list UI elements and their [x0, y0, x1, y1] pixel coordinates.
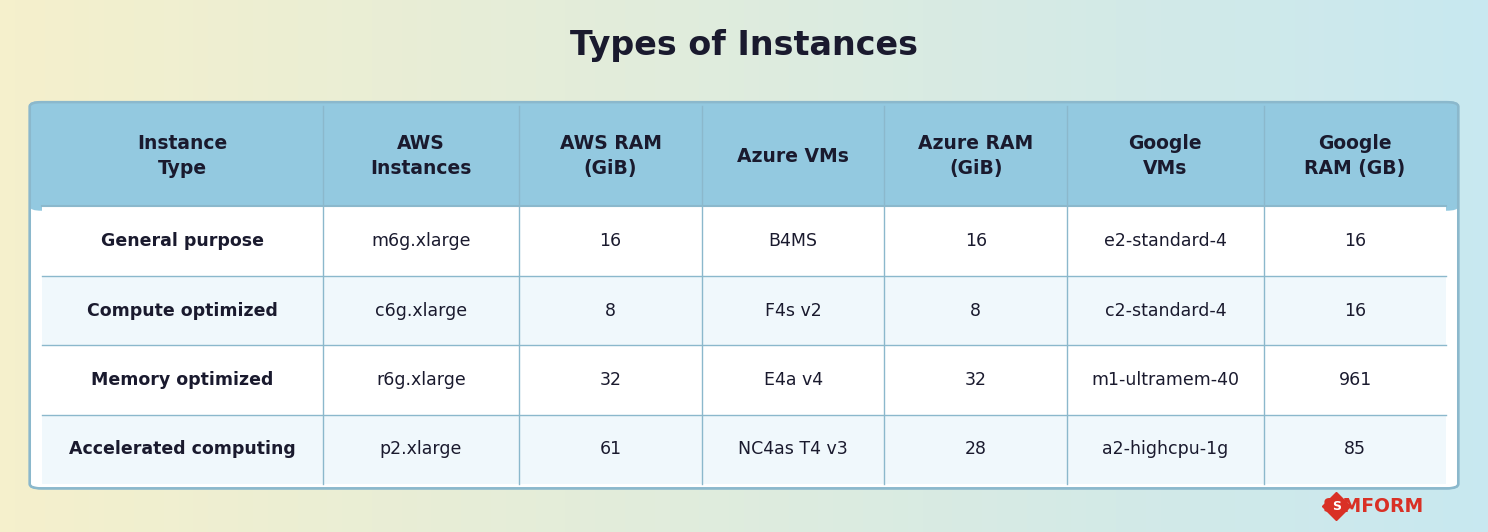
Text: m6g.xlarge: m6g.xlarge	[371, 232, 470, 250]
Text: Google
VMs: Google VMs	[1128, 135, 1202, 178]
Text: 61: 61	[600, 440, 622, 459]
Text: S: S	[1332, 500, 1341, 513]
Text: 16: 16	[600, 232, 622, 250]
Text: B4MS: B4MS	[769, 232, 818, 250]
Text: a2-highcpu-1g: a2-highcpu-1g	[1103, 440, 1229, 459]
Text: 8: 8	[606, 302, 616, 320]
Text: F4s v2: F4s v2	[765, 302, 821, 320]
Text: SIMFORM: SIMFORM	[1323, 497, 1424, 516]
Text: Azure VMs: Azure VMs	[737, 147, 850, 166]
Text: m1-ultramem-40: m1-ultramem-40	[1091, 371, 1240, 389]
Text: E4a v4: E4a v4	[763, 371, 823, 389]
Text: c2-standard-4: c2-standard-4	[1104, 302, 1226, 320]
Text: p2.xlarge: p2.xlarge	[379, 440, 463, 459]
Text: e2-standard-4: e2-standard-4	[1104, 232, 1226, 250]
Text: 85: 85	[1344, 440, 1366, 459]
Text: 16: 16	[964, 232, 987, 250]
Text: 16: 16	[1344, 232, 1366, 250]
Text: General purpose: General purpose	[101, 232, 263, 250]
Text: r6g.xlarge: r6g.xlarge	[376, 371, 466, 389]
Text: Types of Instances: Types of Instances	[570, 29, 918, 62]
Text: AWS RAM
(GiB): AWS RAM (GiB)	[559, 135, 662, 178]
Text: 961: 961	[1338, 371, 1372, 389]
Text: Memory optimized: Memory optimized	[91, 371, 274, 389]
Text: 32: 32	[964, 371, 987, 389]
FancyBboxPatch shape	[30, 102, 1458, 211]
Text: 32: 32	[600, 371, 622, 389]
Text: 8: 8	[970, 302, 981, 320]
FancyBboxPatch shape	[30, 102, 1458, 488]
Text: 28: 28	[964, 440, 987, 459]
Text: Google
RAM (GB): Google RAM (GB)	[1305, 135, 1406, 178]
Text: Accelerated computing: Accelerated computing	[68, 440, 296, 459]
Text: Compute optimized: Compute optimized	[86, 302, 278, 320]
Bar	[42, 161, 1446, 206]
Text: Azure RAM
(GiB): Azure RAM (GiB)	[918, 135, 1033, 178]
Text: Instance
Type: Instance Type	[137, 135, 228, 178]
Bar	[42, 206, 1446, 276]
Text: 16: 16	[1344, 302, 1366, 320]
Bar	[42, 415, 1446, 484]
Text: AWS
Instances: AWS Instances	[371, 135, 472, 178]
Bar	[42, 276, 1446, 345]
Bar	[42, 345, 1446, 415]
Text: c6g.xlarge: c6g.xlarge	[375, 302, 467, 320]
Text: NC4as T4 v3: NC4as T4 v3	[738, 440, 848, 459]
